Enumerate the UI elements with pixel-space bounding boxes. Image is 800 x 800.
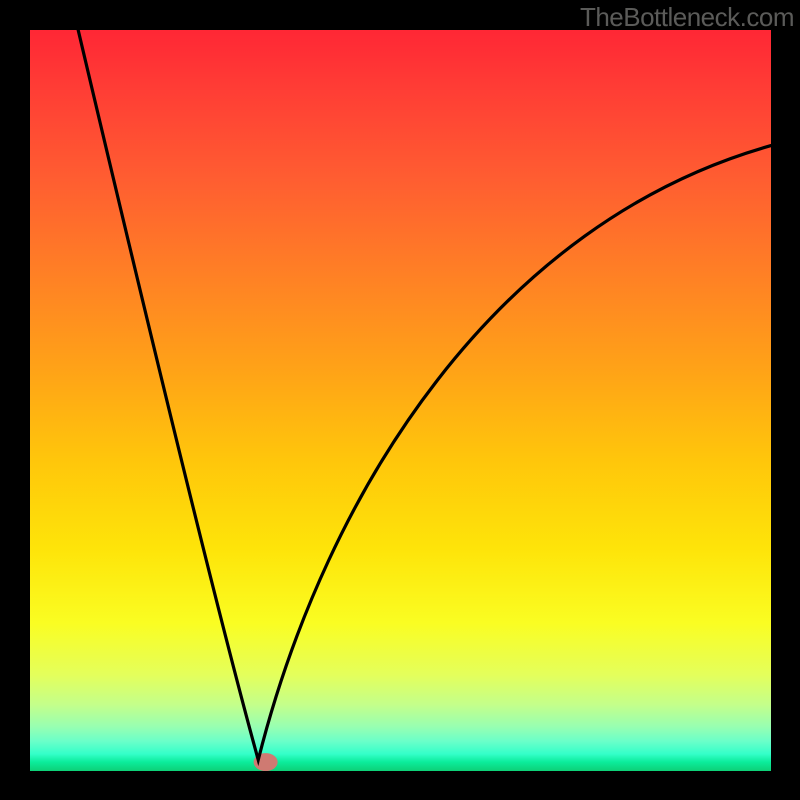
gradient-background [30, 30, 771, 771]
chart-plot-area [30, 30, 771, 771]
stage: TheBottleneck.com [0, 0, 800, 800]
chart-svg [30, 30, 771, 771]
watermark-text: TheBottleneck.com [580, 2, 794, 33]
